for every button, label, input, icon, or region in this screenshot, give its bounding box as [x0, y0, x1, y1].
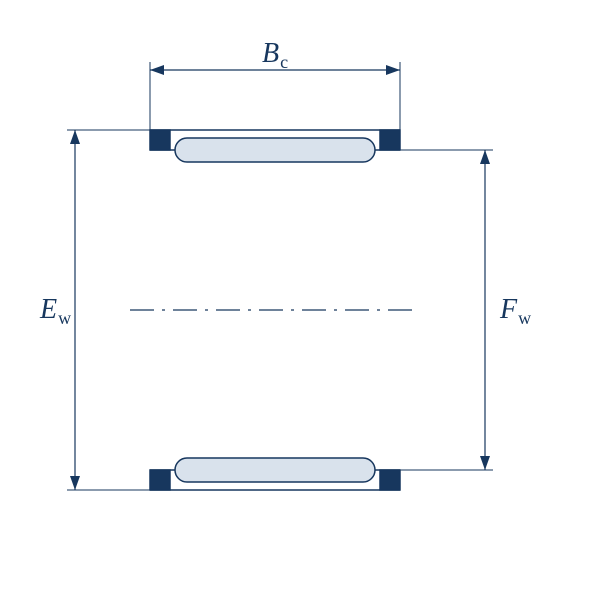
bearing-diagram: BcEwFw: [0, 0, 600, 600]
